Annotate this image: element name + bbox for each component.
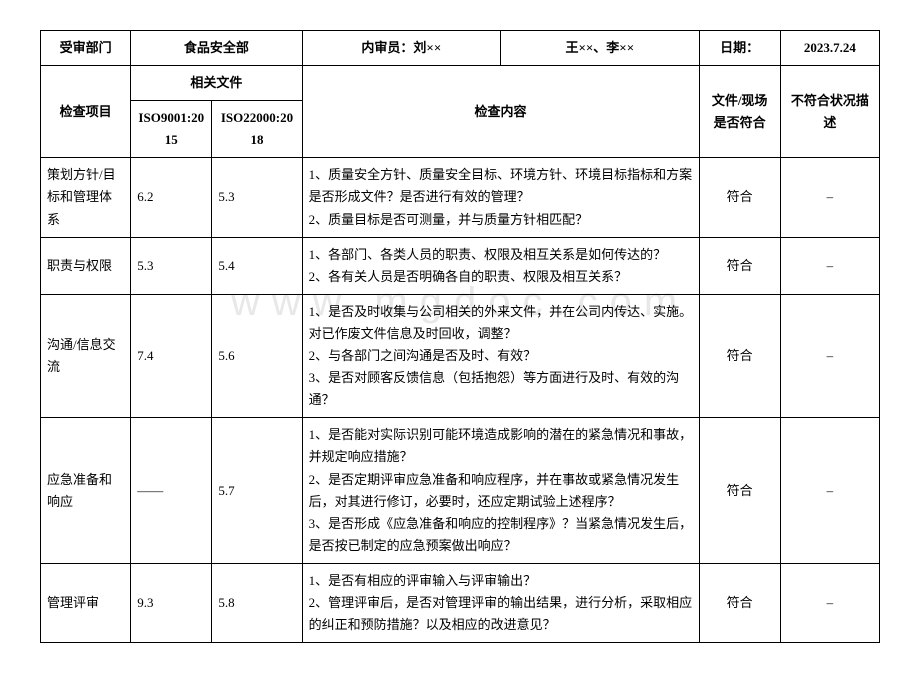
iso2-cell: 5.8 (212, 563, 302, 642)
content-cell: 1、质量安全方针、质量安全目标、环境方针、环境目标指标和方案是否形成文件？是否进… (302, 158, 699, 237)
table-row: 职责与权限5.35.41、各部门、各类人员的职责、权限及相互关系是如何传达的？ … (41, 237, 880, 294)
item-cell: 策划方针/目标和管理体系 (41, 158, 131, 237)
table-row: 沟通/信息交流7.45.61、是否及时收集与公司相关的外来文件，并在公司内传达、… (41, 294, 880, 417)
content-cell: 1、是否及时收集与公司相关的外来文件，并在公司内传达、实施。对已作废文件信息及时… (302, 294, 699, 417)
table-row: 应急准备和响应——5.71、是否能对实际识别可能环境造成影响的潜在的紧急情况和事… (41, 418, 880, 564)
content-cell: 1、各部门、各类人员的职责、权限及相互关系是如何传达的？ 2、各有关人员是否明确… (302, 237, 699, 294)
item-label: 检查项目 (41, 66, 131, 158)
iso2-cell: 5.3 (212, 158, 302, 237)
team-value: 王××、李×× (501, 31, 699, 66)
auditor-label: 内审员：刘×× (302, 31, 500, 66)
desc-cell: – (780, 158, 879, 237)
content-label: 检查内容 (302, 66, 699, 158)
comply-label: 文件/现场是否符合 (699, 66, 780, 158)
date-label: 日期： (699, 31, 780, 66)
comply-cell: 符合 (699, 158, 780, 237)
related-label: 相关文件 (131, 66, 302, 101)
audit-table-container: 受审部门 食品安全部 内审员：刘×× 王××、李×× 日期： 2023.7.24… (40, 30, 880, 643)
comply-cell: 符合 (699, 294, 780, 417)
desc-cell: – (780, 237, 879, 294)
dept-value: 食品安全部 (131, 31, 302, 66)
iso1-cell: 9.3 (131, 563, 212, 642)
item-cell: 职责与权限 (41, 237, 131, 294)
table-row: 管理评审9.35.81、是否有相应的评审输入与评审输出？ 2、管理评审后，是否对… (41, 563, 880, 642)
content-cell: 1、是否有相应的评审输入与评审输出？ 2、管理评审后，是否对管理评审的输出结果，… (302, 563, 699, 642)
audit-table: 受审部门 食品安全部 内审员：刘×× 王××、李×× 日期： 2023.7.24… (40, 30, 880, 643)
header-row: 受审部门 食品安全部 内审员：刘×× 王××、李×× 日期： 2023.7.24 (41, 31, 880, 66)
comply-cell: 符合 (699, 418, 780, 564)
iso1-cell: —— (131, 418, 212, 564)
content-cell: 1、是否能对实际识别可能环境造成影响的潜在的紧急情况和事故，并规定响应措施？ 2… (302, 418, 699, 564)
iso1-label: ISO9001:2015 (131, 101, 212, 158)
iso1-cell: 7.4 (131, 294, 212, 417)
item-cell: 管理评审 (41, 563, 131, 642)
iso1-cell: 5.3 (131, 237, 212, 294)
desc-label: 不符合状况描述 (780, 66, 879, 158)
item-cell: 沟通/信息交流 (41, 294, 131, 417)
comply-cell: 符合 (699, 237, 780, 294)
subheader-row-1: 检查项目 相关文件 检查内容 文件/现场是否符合 不符合状况描述 (41, 66, 880, 101)
dept-label: 受审部门 (41, 31, 131, 66)
desc-cell: – (780, 294, 879, 417)
iso2-cell: 5.7 (212, 418, 302, 564)
iso2-label: ISO22000:2018 (212, 101, 302, 158)
comply-cell: 符合 (699, 563, 780, 642)
date-value: 2023.7.24 (780, 31, 879, 66)
table-row: 策划方针/目标和管理体系6.25.31、质量安全方针、质量安全目标、环境方针、环… (41, 158, 880, 237)
desc-cell: – (780, 418, 879, 564)
iso2-cell: 5.4 (212, 237, 302, 294)
iso2-cell: 5.6 (212, 294, 302, 417)
iso1-cell: 6.2 (131, 158, 212, 237)
item-cell: 应急准备和响应 (41, 418, 131, 564)
desc-cell: – (780, 563, 879, 642)
